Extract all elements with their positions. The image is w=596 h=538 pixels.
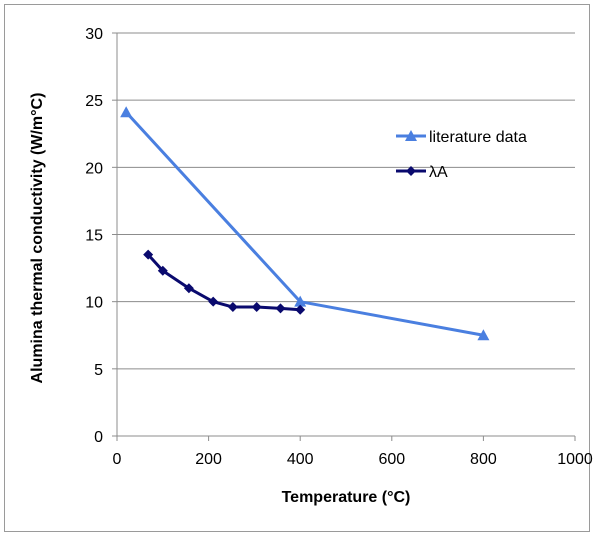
x-tick-label-2: 400 [287,451,314,468]
y-tick-label-0: 0 [94,429,103,446]
data-point-1-7 [295,304,306,315]
legend-label-0: literature data [429,129,527,146]
data-point-1-1 [157,265,168,276]
gridlines [117,32,575,370]
y-axis-title: Alumina thermal conductivity (W/m°C) [29,93,46,384]
legend-label-1: λA [429,164,448,181]
series-group [120,106,490,341]
legend: literature data λA [396,129,527,181]
legend-marker-0 [405,130,417,141]
series-0 [120,106,490,341]
chart-frame [4,4,590,532]
y-tick-label-5: 25 [85,93,103,110]
data-point-1-4 [227,302,238,313]
data-point-0-2 [477,329,490,341]
x-tick-label-3: 600 [378,451,405,468]
y-tick-label-6: 30 [85,26,103,43]
x-tick-label-0: 0 [113,451,122,468]
data-point-1-3 [208,296,219,307]
x-tick-label-1: 200 [195,451,222,468]
data-point-1-6 [275,303,286,314]
data-point-1-2 [183,283,194,294]
y-tick-label-3: 15 [85,228,103,245]
x-tick-label-5: 1000 [557,451,593,468]
data-point-0-0 [120,106,133,118]
data-point-1-0 [143,249,154,260]
series-1 [143,249,306,315]
data-point-0-1 [294,295,307,307]
x-tick-labels: 0 200 400 600 800 1000 [113,436,593,468]
y-tick-label-2: 10 [85,295,103,312]
x-axis-title: Temperature (°C) [282,489,411,506]
y-tick-labels: 0 5 10 15 20 25 30 [85,26,117,446]
x-tick-label-4: 800 [470,451,497,468]
data-point-1-5 [251,302,262,313]
legend-marker-1 [406,166,416,176]
y-tick-label-1: 5 [94,362,103,379]
y-tick-label-4: 20 [85,160,103,177]
